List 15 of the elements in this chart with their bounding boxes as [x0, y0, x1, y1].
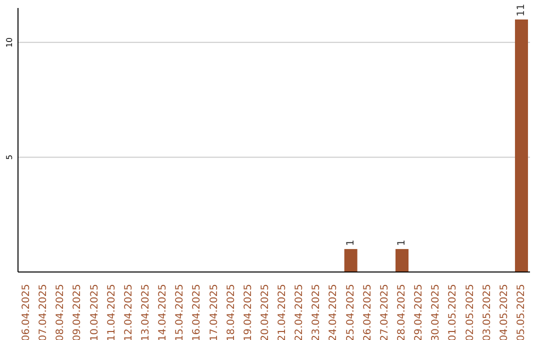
x-tick-label: 13.04.2025	[140, 284, 152, 340]
x-tick-label: 14.04.2025	[158, 284, 169, 340]
x-tick-label: 12.04.2025	[123, 284, 134, 340]
y-tick-label: 10	[5, 37, 14, 48]
x-tick-label: 11.04.2025	[106, 284, 118, 340]
y-tick-label: 5	[5, 154, 14, 160]
x-tick-label: 17.04.2025	[208, 284, 220, 340]
x-tick-label: 10.04.2025	[89, 284, 100, 340]
data-label: 1	[396, 240, 408, 246]
x-tick-label: 15.04.2025	[174, 284, 186, 340]
data-label: 11	[516, 4, 527, 16]
x-tick-label: 18.04.2025	[226, 284, 237, 340]
x-tick-label: 19.04.2025	[242, 284, 254, 340]
x-tick-label: 16.04.2025	[192, 284, 203, 340]
data-label: 1	[345, 240, 356, 246]
